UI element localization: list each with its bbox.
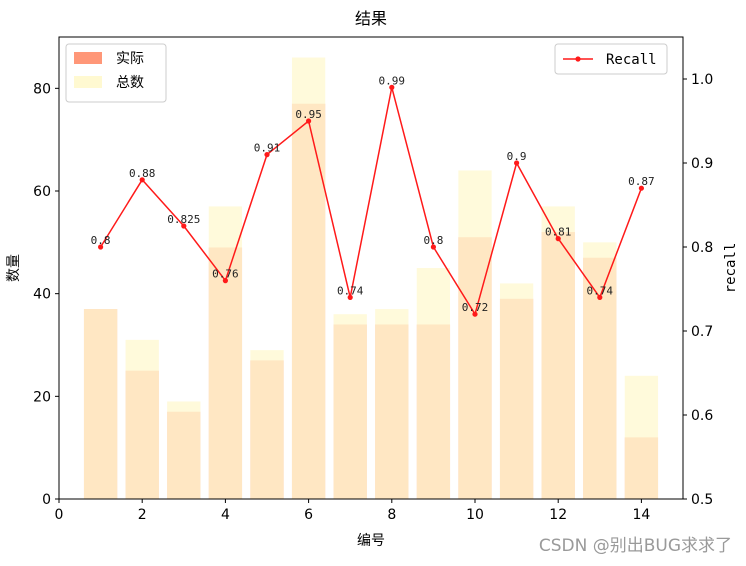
x-tick-label: 2 (138, 507, 147, 523)
y-tick-label: 80 (33, 81, 51, 97)
recall-point (555, 236, 561, 242)
x-tick-label: 10 (466, 507, 484, 523)
recall-point (222, 278, 228, 284)
legend-swatch (74, 52, 102, 64)
bar-total (167, 401, 201, 499)
legend-right (554, 43, 668, 75)
recall-data-label: 0.9 (507, 150, 527, 163)
bar-total (499, 283, 534, 499)
legend-swatch (74, 76, 102, 88)
y2-tick-label: 0.8 (691, 240, 713, 256)
bar-total (291, 57, 326, 499)
plot-frame (58, 36, 684, 500)
legend-label: Recall (606, 52, 657, 68)
recall-point (472, 311, 478, 317)
bar-total (458, 170, 492, 499)
bar-total (333, 314, 367, 499)
x-tick-label: 12 (549, 507, 567, 523)
recall-data-label: 0.99 (379, 74, 406, 87)
recall-point (347, 294, 353, 300)
bar-total (416, 268, 451, 499)
x-tick-label: 8 (387, 507, 396, 523)
recall-data-label: 0.74 (337, 284, 364, 297)
bar-total (541, 206, 575, 499)
recall-point (430, 244, 436, 250)
y2-tick-label: 0.6 (691, 408, 713, 424)
recall-point (514, 160, 520, 166)
recall-data-label: 0.81 (545, 226, 572, 239)
bar-total (83, 309, 118, 499)
bar-total (125, 339, 159, 499)
legend-label: 实际 (116, 51, 144, 67)
recall-data-label: 0.88 (129, 167, 156, 180)
legend-label: 总数 (116, 75, 144, 91)
bar-total (208, 206, 243, 499)
y2-tick-label: 0.9 (691, 156, 713, 172)
recall-data-label: 0.8 (423, 234, 443, 247)
y-tick-label: 60 (33, 184, 51, 200)
recall-data-label: 0.91 (254, 142, 281, 155)
legend-line-marker (575, 56, 581, 62)
recall-data-label: 0.76 (212, 268, 239, 281)
y-axis-label: 数量 (6, 254, 22, 282)
recall-point (597, 294, 603, 300)
watermark-text: CSDN @别出BUG求求了 (538, 536, 732, 556)
x-tick-label: 0 (55, 507, 64, 523)
chart-title: 结果 (355, 9, 387, 28)
recall-data-label: 0.825 (167, 213, 200, 226)
recall-point (389, 84, 395, 90)
y-tick-label: 40 (33, 287, 51, 303)
y2-tick-label: 0.7 (691, 324, 713, 340)
x-tick-label: 4 (221, 507, 230, 523)
recall-data-label: 0.72 (462, 301, 489, 314)
x-tick-label: 14 (632, 507, 650, 523)
bar-total (624, 375, 659, 499)
y2-tick-label: 1.0 (691, 72, 713, 88)
recall-data-label: 0.8 (91, 234, 111, 247)
recall-point (306, 118, 312, 124)
recall-point (181, 223, 187, 229)
recall-point (139, 177, 145, 183)
x-axis-label: 编号 (357, 533, 385, 549)
y-tick-label: 0 (42, 492, 51, 508)
y2-axis-label: recall (723, 243, 739, 294)
recall-data-label: 0.95 (295, 108, 322, 121)
y-tick-label: 20 (33, 389, 51, 405)
y2-tick-label: 0.5 (691, 492, 713, 508)
x-tick-label: 6 (304, 507, 313, 523)
recall-line (99, 87, 643, 317)
recall-data-label: 0.74 (587, 284, 614, 297)
bar-total (375, 309, 409, 499)
recall-point (638, 185, 645, 191)
recall-point (264, 152, 270, 158)
bar-total (250, 350, 284, 499)
bar-total (583, 242, 617, 499)
recall-point (98, 244, 104, 250)
recall-data-label: 0.87 (628, 175, 655, 188)
